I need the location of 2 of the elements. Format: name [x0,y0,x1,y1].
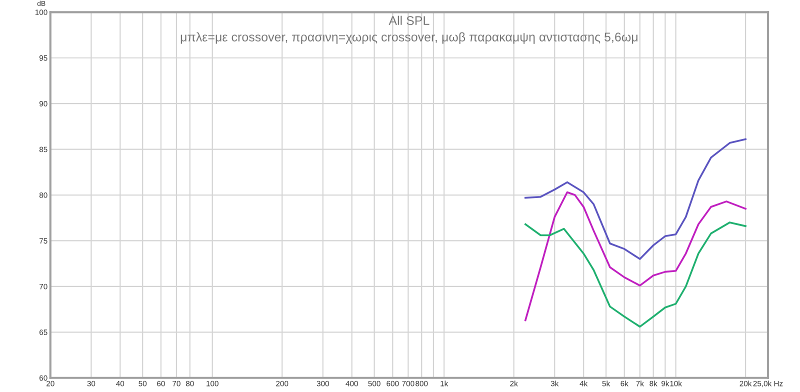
text: μπλε=με crossover, πρασινη=χωρις crossover, μωβ παρακαμψη αντιστασης 5,6ωμ [180,32,638,44]
chart-title: All SPL [388,16,430,25]
